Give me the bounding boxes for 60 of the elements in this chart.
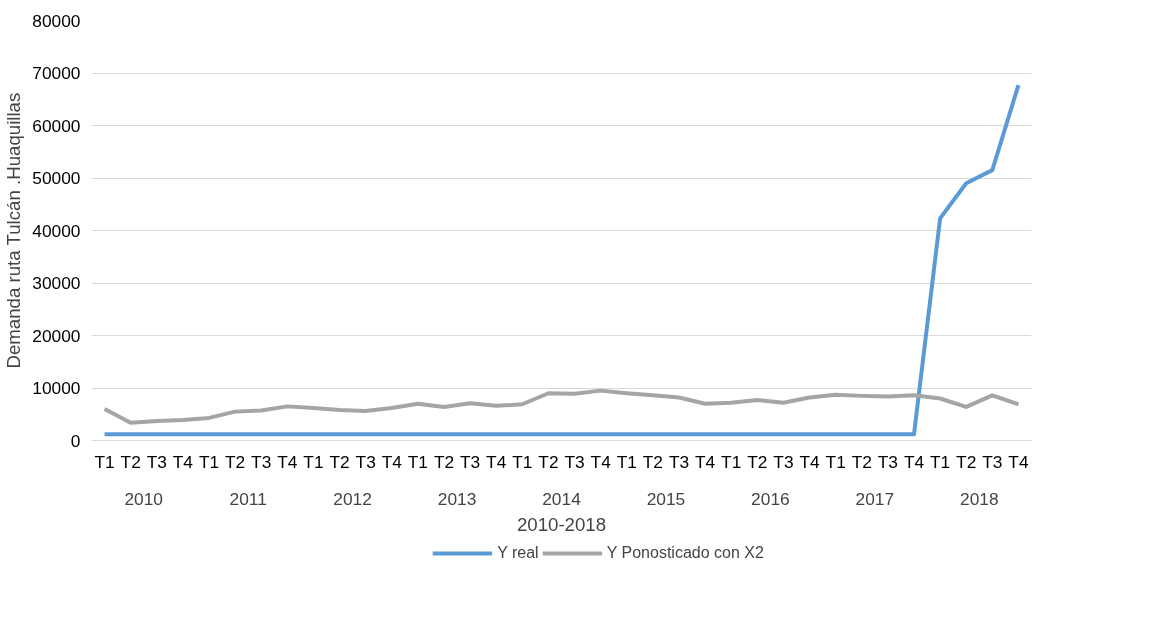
line-series xyxy=(102,388,1021,425)
text: 2017 xyxy=(855,488,895,509)
x-tick-label: T3 xyxy=(773,451,794,472)
x-tick-label: T4 xyxy=(590,451,612,472)
x-tick-label: T1 xyxy=(721,451,742,472)
y-tick-label: 60000 xyxy=(32,115,81,136)
x-tick-label: T1 xyxy=(512,451,533,472)
y-tick-label: 50000 xyxy=(32,168,81,188)
x-axis-title: 2010-2018 xyxy=(516,513,607,535)
x-tick-label: T2 xyxy=(851,451,872,472)
x-tick-label: T2 xyxy=(433,451,455,472)
x-tick-label: T2 xyxy=(538,451,559,472)
text: 2015 xyxy=(646,488,686,509)
legend-label: Y real xyxy=(497,544,539,562)
x-tick-label: T2 xyxy=(956,451,977,472)
x-tick-label: T2 xyxy=(329,451,350,472)
x-tick-label: T4 xyxy=(695,451,716,472)
x-tick-label: T4 xyxy=(381,451,403,472)
x-tick-label: T3 xyxy=(668,451,690,472)
y-tick-label: 20000 xyxy=(32,325,81,346)
x-tick-label: T1 xyxy=(198,451,220,472)
y-tick-label: 40000 xyxy=(32,220,81,241)
x-tick-label: T4 xyxy=(172,451,194,472)
x-tick-label: T3 xyxy=(877,451,899,472)
x-tick-label: T3 xyxy=(251,451,272,472)
legend-label: Y Ponosticado con X2 xyxy=(606,544,764,562)
x-tick-label: T3 xyxy=(355,451,376,472)
x-tick-label: T1 xyxy=(303,451,324,472)
text: 2010 xyxy=(124,488,164,509)
text: 2012 xyxy=(333,488,372,509)
x-tick-label: T2 xyxy=(120,451,141,472)
x-tick-label: T1 xyxy=(407,451,429,472)
x-tick-label: T1 xyxy=(94,451,115,472)
x-tick-label: T4 xyxy=(903,451,925,472)
text: 2013 xyxy=(437,488,477,509)
x-tick-label: T4 xyxy=(277,451,298,472)
line-series xyxy=(102,83,1021,437)
x-tick-label: T1 xyxy=(616,451,637,472)
y-tick-label: 70000 xyxy=(32,63,81,83)
x-tick-label: T1 xyxy=(930,451,951,472)
x-tick-label: T3 xyxy=(146,451,167,472)
x-tick-label: T4 xyxy=(1008,451,1029,472)
x-tick-label: T3 xyxy=(982,451,1003,472)
text: 2016 xyxy=(751,488,790,509)
text: 2018 xyxy=(960,488,999,509)
x-tick-label: T2 xyxy=(642,451,664,472)
text: 2011 xyxy=(229,488,267,509)
x-tick-label: T4 xyxy=(486,451,507,472)
x-tick-label: T2 xyxy=(747,451,768,472)
y-tick-label: 30000 xyxy=(32,273,81,293)
x-tick-label: T4 xyxy=(799,451,821,472)
x-tick-label: T3 xyxy=(564,451,585,472)
x-tick-label: T1 xyxy=(825,451,846,472)
y-tick-label: 80000 xyxy=(32,10,81,31)
x-tick-label: T3 xyxy=(460,451,481,472)
x-tick-label: T2 xyxy=(225,451,246,472)
y-axis-title: Demanda ruta Tulcán .Huaquillas xyxy=(3,92,25,369)
text: 2014 xyxy=(542,488,582,509)
y-tick-label: 10000 xyxy=(32,378,81,398)
y-tick-label: 0 xyxy=(70,430,81,451)
